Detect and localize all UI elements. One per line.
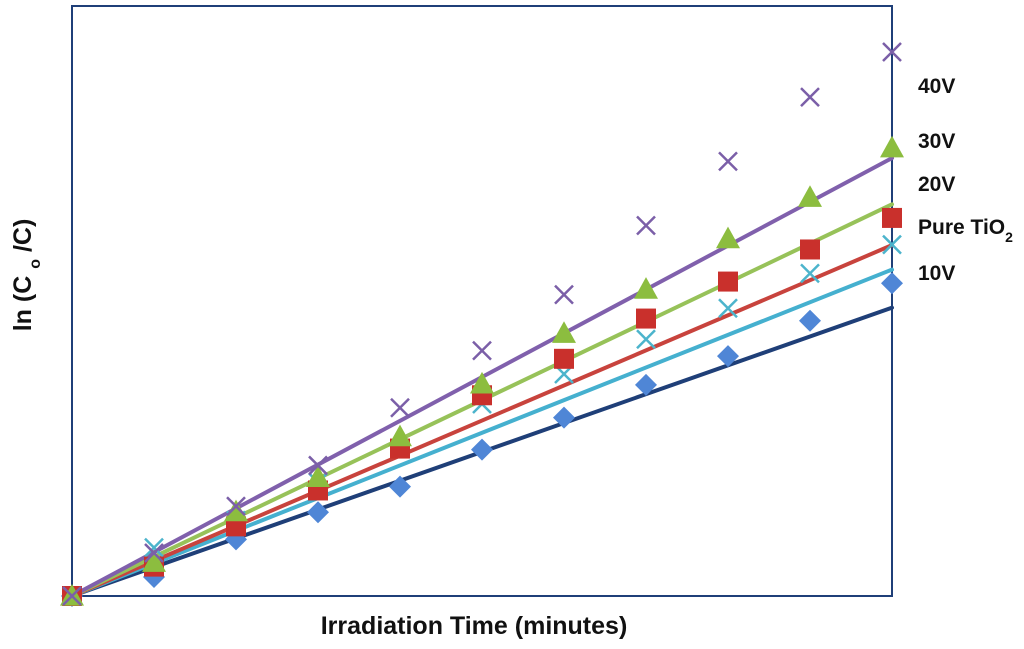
- marker-pure-tio2-9: [800, 263, 820, 284]
- marker-20v-9: [800, 239, 820, 260]
- marker-40v-8: [718, 151, 738, 172]
- marker-20v-6: [554, 348, 574, 369]
- marker-30v-7: [634, 277, 658, 299]
- legend-label-main: Pure TiO: [918, 216, 1005, 239]
- marker-30v-4: [388, 424, 412, 447]
- marker-20v-7: [636, 308, 656, 329]
- marker-40v-0: [62, 586, 82, 606]
- legend-label-subscript: 2: [1005, 229, 1013, 245]
- marker-30v-10: [880, 135, 904, 158]
- marker-10v-6: [553, 406, 575, 429]
- marker-20v-8: [718, 271, 738, 292]
- legend-label-main: 10V: [918, 262, 955, 285]
- marker-40v-2: [226, 496, 246, 517]
- x-axis-label: Irradiation Time (minutes): [321, 612, 628, 640]
- legend-label-main: 40V: [918, 75, 955, 98]
- y-axis-label-suffix: /C): [9, 219, 37, 252]
- marker-40v-4: [390, 397, 410, 418]
- markers: [60, 42, 904, 607]
- legend-label-pure-tio2: Pure TiO2: [918, 216, 1013, 245]
- marker-40v-7: [636, 215, 656, 236]
- marker-30v-8: [716, 226, 740, 249]
- legend-label-10v: 10V: [918, 262, 955, 285]
- fit-line-pure-tio2: [70, 267, 894, 598]
- marker-10v-5: [471, 438, 493, 461]
- marker-10v-4: [389, 475, 411, 498]
- marker-40v-10: [882, 42, 902, 62]
- marker-10v-10: [881, 272, 903, 295]
- marker-30v-1: [142, 550, 166, 572]
- marker-30v-6: [552, 321, 576, 343]
- y-axis-label: ln (C o /C): [9, 219, 44, 332]
- marker-40v-5: [472, 340, 492, 361]
- marker-30v-9: [798, 185, 822, 207]
- y-axis-label-prefix: ln (C: [9, 276, 37, 332]
- plot-frame: [71, 5, 893, 597]
- marker-pure-tio2-8: [718, 298, 738, 319]
- legend-label-20v: 20V: [918, 173, 955, 196]
- marker-20v-2: [226, 516, 246, 537]
- marker-40v-6: [554, 284, 574, 305]
- legend-label-main: 20V: [918, 173, 955, 196]
- marker-10v-3: [307, 501, 329, 524]
- marker-pure-tio2-7: [636, 329, 656, 350]
- marker-30v-5: [470, 371, 494, 394]
- marker-10v-7: [635, 373, 657, 396]
- marker-pure-tio2-1: [144, 537, 164, 558]
- marker-30v-3: [306, 465, 330, 488]
- legend-label-main: 30V: [918, 130, 955, 153]
- marker-10v-8: [717, 345, 739, 368]
- marker-40v-3: [308, 455, 328, 476]
- marker-10v-9: [799, 309, 821, 332]
- legend-label-40v: 40V: [918, 75, 955, 98]
- marker-pure-tio2-10: [882, 234, 902, 255]
- marker-20v-10: [882, 207, 902, 228]
- legend: 10V Pure TiO2 20V 30V 40V: [918, 75, 1013, 285]
- y-axis-label-subscript: o: [27, 259, 44, 269]
- marker-40v-1: [144, 543, 164, 563]
- marker-30v-2: [224, 499, 248, 522]
- marker-40v-9: [800, 87, 820, 108]
- legend-label-30v: 30V: [918, 130, 955, 153]
- fit-line-20v: [70, 243, 894, 598]
